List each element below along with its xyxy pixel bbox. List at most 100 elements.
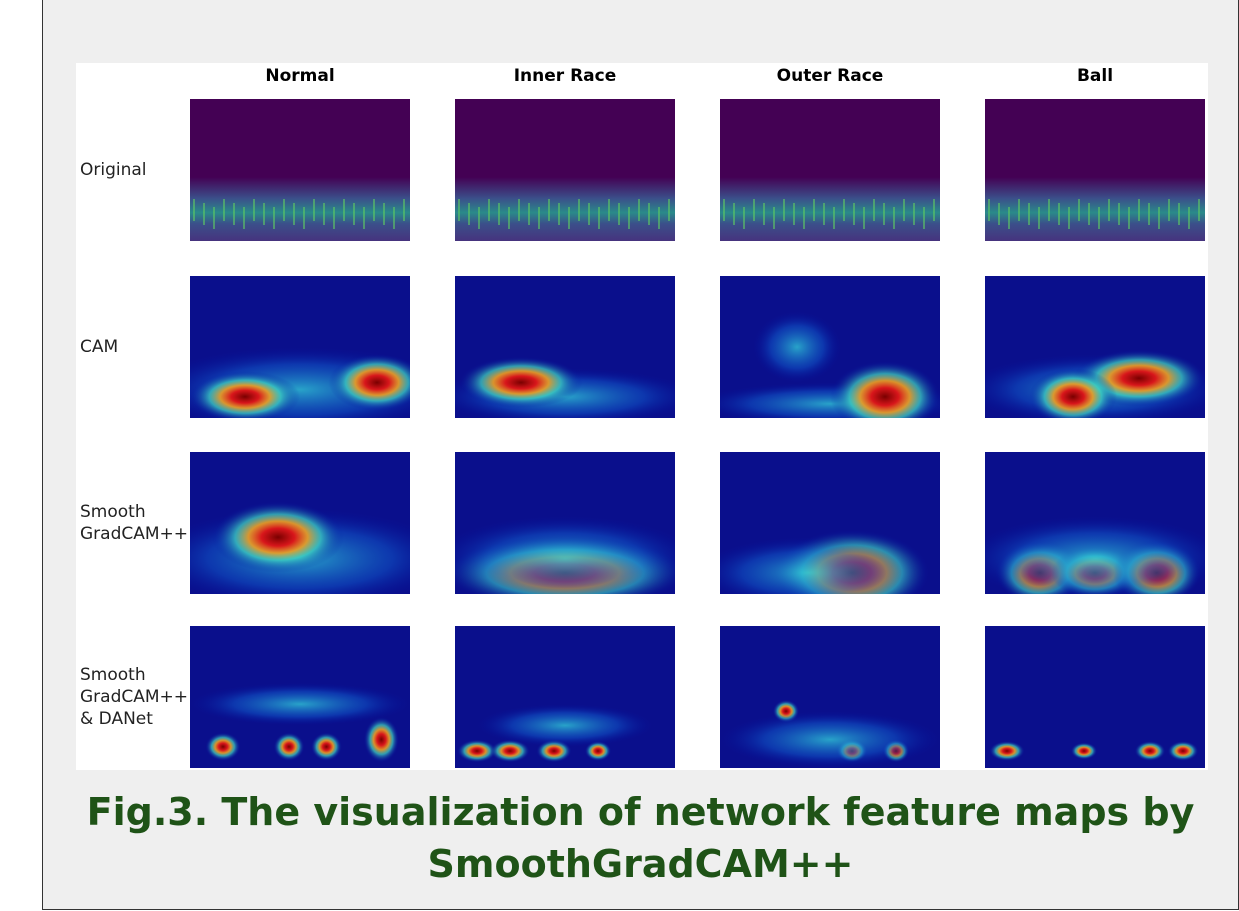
spectrogram-spike xyxy=(903,199,905,221)
heatmap-blob xyxy=(1168,741,1199,761)
feature-map xyxy=(190,452,410,594)
caption: Fig.3. The visualization of network feat… xyxy=(42,786,1239,890)
feature-map xyxy=(985,99,1205,241)
spectrogram-spike xyxy=(1158,207,1160,229)
spectrogram-spike xyxy=(508,207,510,229)
spectrogram-spike xyxy=(1098,207,1100,229)
spectrogram-spike xyxy=(1078,199,1080,221)
feature-map xyxy=(190,99,410,241)
spectrogram-spike xyxy=(458,199,460,221)
spectrogram-spike xyxy=(833,207,835,229)
spectrogram-spike xyxy=(558,203,560,225)
spectrogram-spike xyxy=(1148,203,1150,225)
feature-map xyxy=(455,99,675,241)
row-label-line: CAM xyxy=(80,336,118,358)
spectrogram-spike xyxy=(548,199,550,221)
column-header: Normal xyxy=(190,66,410,86)
feature-map xyxy=(455,452,675,594)
row-label-line: GradCAM++ xyxy=(80,523,188,545)
spectrogram-spike xyxy=(323,203,325,225)
spectrogram-spike xyxy=(668,199,670,221)
feature-map xyxy=(720,99,940,241)
spectrogram-spike xyxy=(1128,207,1130,229)
spectrogram-spike xyxy=(293,203,295,225)
caption-line: SmoothGradCAM++ xyxy=(42,838,1239,890)
spectrogram-spike xyxy=(1018,199,1020,221)
spectrogram-spike xyxy=(988,199,990,221)
feature-map xyxy=(985,626,1205,768)
row-label-line: & DANet xyxy=(80,708,188,730)
heatmap-blob xyxy=(190,683,410,726)
spectrogram-spike xyxy=(313,199,315,221)
spectrogram-spike xyxy=(488,199,490,221)
spectrogram-spike xyxy=(753,199,755,221)
heatmap-blob xyxy=(205,733,240,761)
spectrogram-spike xyxy=(588,203,590,225)
spectrogram-spike xyxy=(253,199,255,221)
spectrogram-spike xyxy=(403,199,405,221)
heatmap-blob xyxy=(1135,741,1166,761)
spectrogram-spike xyxy=(618,203,620,225)
row-label-line: Smooth xyxy=(80,664,188,686)
spectrogram-spike xyxy=(393,207,395,229)
column-header: Outer Race xyxy=(720,66,940,86)
spectrogram-spike xyxy=(863,207,865,229)
spectrogram-spike xyxy=(528,203,530,225)
spectrogram-spike xyxy=(193,199,195,221)
heatmap-blob xyxy=(1071,742,1097,759)
spectrogram-spike xyxy=(303,207,305,229)
spectrogram-spike xyxy=(998,203,1000,225)
spectrogram-spike xyxy=(1008,207,1010,229)
heatmap-blob xyxy=(459,357,582,408)
spectrogram-spike xyxy=(813,199,815,221)
spectrogram-spike xyxy=(233,203,235,225)
feature-map xyxy=(455,276,675,418)
spectrogram-spike xyxy=(628,207,630,229)
spectrogram-spike xyxy=(793,203,795,225)
spectrogram-spike xyxy=(203,203,205,225)
spectrogram-spike xyxy=(1198,199,1200,221)
heatmap-blob xyxy=(985,516,1205,594)
feature-map xyxy=(190,626,410,768)
row-label-line: GradCAM++ xyxy=(80,686,188,708)
feature-map xyxy=(190,276,410,418)
spectrogram-spike xyxy=(273,207,275,229)
spectrogram-spike xyxy=(1118,203,1120,225)
feature-map xyxy=(985,276,1205,418)
spectrogram-spike xyxy=(363,207,365,229)
caption-line: Fig.3. The visualization of network feat… xyxy=(42,786,1239,838)
heatmap-blob xyxy=(311,733,342,761)
spectrogram-spike xyxy=(803,207,805,229)
feature-map xyxy=(720,452,940,594)
heatmap-blob xyxy=(212,502,344,573)
spectrogram-spike xyxy=(333,207,335,229)
spectrogram-spike xyxy=(1058,203,1060,225)
spectrogram-spike xyxy=(1038,207,1040,229)
feature-map xyxy=(985,452,1205,594)
spectrogram-spike xyxy=(743,207,745,229)
heatmap-blob xyxy=(477,704,653,747)
spectrogram-spike xyxy=(913,203,915,225)
spectrogram-spike xyxy=(893,207,895,229)
spectrogram-spike xyxy=(478,207,480,229)
spectrogram-spike xyxy=(638,199,640,221)
spectrogram-spike xyxy=(598,207,600,229)
feature-map xyxy=(720,626,940,768)
heatmap-blob xyxy=(720,711,940,768)
spectrogram-spike xyxy=(933,199,935,221)
spectrogram-spike xyxy=(1108,199,1110,221)
heatmap-blob xyxy=(989,741,1024,761)
spectrogram-spike xyxy=(518,199,520,221)
spectrogram-spike xyxy=(383,203,385,225)
spectrogram-spike xyxy=(578,199,580,221)
spectrogram-spike xyxy=(468,203,470,225)
spectrogram-spike xyxy=(263,203,265,225)
spectrogram-spike xyxy=(783,199,785,221)
spectrogram-spike xyxy=(223,199,225,221)
spectrogram-spike xyxy=(1028,203,1030,225)
column-header: Inner Race xyxy=(455,66,675,86)
spectrogram-spike xyxy=(1188,207,1190,229)
row-label: CAM xyxy=(80,336,118,358)
column-header: Ball xyxy=(985,66,1205,86)
feature-map xyxy=(720,276,940,418)
